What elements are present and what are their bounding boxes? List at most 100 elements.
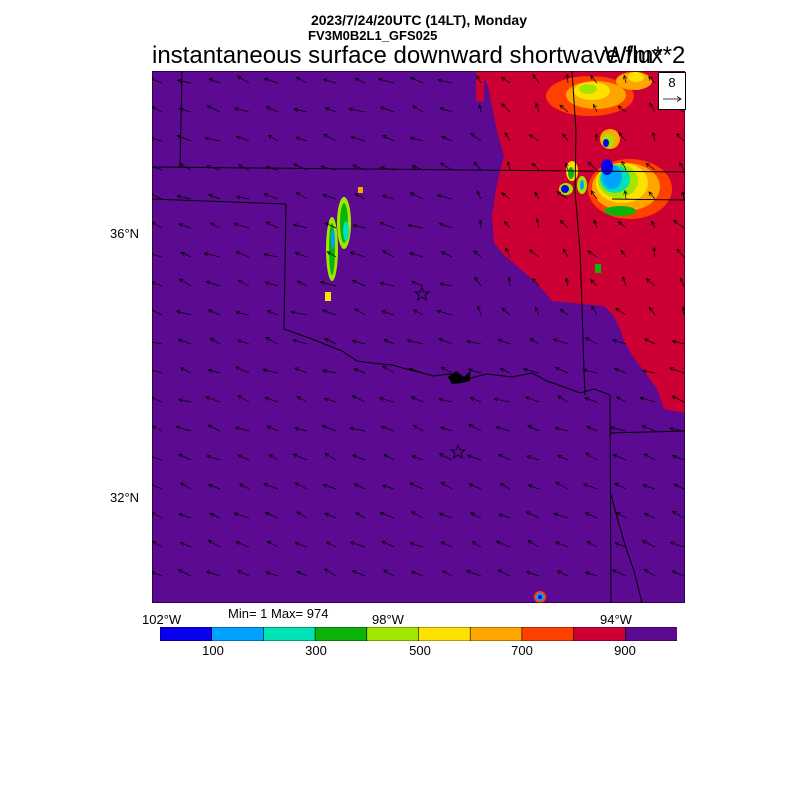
wind-arrow-head bbox=[621, 160, 626, 166]
wind-arrow bbox=[295, 192, 308, 200]
wind-arrow-head bbox=[409, 482, 414, 487]
wind-arrow bbox=[586, 426, 598, 432]
reference-vector-box: 8 bbox=[658, 72, 686, 110]
wind-arrow bbox=[476, 190, 482, 200]
wind-arrow-head bbox=[204, 136, 209, 141]
wind-arrow bbox=[237, 454, 250, 461]
wind-arrow-head bbox=[671, 510, 677, 515]
wind-arrow-head bbox=[476, 75, 481, 80]
wind-arrow-head bbox=[436, 194, 442, 199]
wind-arrow-head bbox=[354, 193, 360, 198]
wind-arrow-head bbox=[564, 277, 569, 283]
wind-arrow bbox=[642, 540, 656, 548]
wind-arrow bbox=[557, 395, 569, 403]
wind-arrow bbox=[292, 339, 308, 345]
wind-arrow bbox=[267, 310, 279, 316]
wind-arrow-head bbox=[296, 280, 302, 285]
wind-arrow bbox=[473, 250, 482, 258]
wind-arrow-head bbox=[410, 396, 416, 401]
wind-arrow-head bbox=[525, 570, 531, 575]
wind-arrow-head bbox=[532, 73, 537, 79]
wind-arrow bbox=[618, 132, 627, 142]
wind-arrow bbox=[263, 369, 279, 374]
wind-arrow bbox=[476, 75, 482, 84]
wind-arrow bbox=[382, 195, 395, 200]
wind-arrow-head bbox=[564, 162, 569, 168]
wind-arrow bbox=[534, 192, 540, 200]
wind-arrow-head bbox=[264, 511, 270, 516]
wind-arrow-head bbox=[266, 540, 272, 545]
star-oklahoma-city bbox=[413, 285, 431, 301]
wind-arrow bbox=[648, 191, 656, 200]
wind-arrow-head bbox=[645, 278, 651, 283]
wind-arrow bbox=[152, 425, 163, 432]
wind-arrow bbox=[441, 482, 453, 490]
wind-arrow bbox=[535, 307, 540, 316]
wind-arrow-head bbox=[292, 223, 298, 228]
colorbar-swatch bbox=[521, 627, 575, 641]
wind-arrow-head bbox=[382, 135, 387, 139]
wind-arrow bbox=[209, 78, 221, 84]
wind-arrow-head bbox=[209, 512, 215, 517]
wind-arrow-head bbox=[466, 454, 472, 459]
wind-arrow bbox=[527, 425, 540, 432]
wind-arrow bbox=[495, 426, 511, 432]
reference-vector-value: 8 bbox=[668, 75, 676, 90]
wind-arrow-head bbox=[236, 75, 242, 80]
wind-arrow bbox=[498, 454, 511, 461]
wind-arrow bbox=[293, 224, 308, 229]
wind-arrow-head bbox=[552, 338, 558, 343]
wind-arrow-head bbox=[383, 454, 389, 459]
wind-arrow-head bbox=[554, 366, 560, 371]
wind-arrow bbox=[178, 453, 192, 461]
wind-arrow-head bbox=[652, 246, 657, 252]
wind-arrow-head bbox=[468, 483, 474, 488]
wind-arrow bbox=[206, 455, 221, 461]
wind-arrow-head bbox=[584, 512, 590, 517]
wind-arrow bbox=[672, 340, 685, 345]
colorbar-swatch bbox=[211, 627, 265, 641]
wind-arrow-head bbox=[617, 220, 623, 226]
wind-arrow bbox=[234, 512, 250, 519]
wind-arrow bbox=[528, 484, 540, 490]
wind-arrow bbox=[498, 569, 511, 577]
wind-arrow bbox=[382, 365, 395, 374]
wind-arrow-head bbox=[209, 337, 215, 342]
wind-arrow-head bbox=[641, 540, 647, 545]
wind-arrow bbox=[585, 452, 598, 461]
wind-arrow-head bbox=[585, 452, 590, 457]
wind-arrow-head bbox=[648, 306, 654, 312]
wind-arrow-head bbox=[643, 568, 649, 573]
wind-arrow bbox=[323, 134, 337, 142]
wind-arrow bbox=[587, 250, 598, 258]
wind-arrow-head bbox=[590, 190, 595, 195]
wind-arrow bbox=[352, 570, 366, 577]
wind-arrow bbox=[269, 454, 279, 461]
wind-arrow-head bbox=[439, 107, 445, 112]
wind-arrow-head bbox=[616, 511, 621, 516]
wind-arrow bbox=[644, 338, 656, 345]
wind-arrow bbox=[642, 370, 656, 374]
wind-arrow bbox=[266, 106, 279, 113]
wind-arrow bbox=[208, 309, 221, 316]
wind-arrow-head bbox=[265, 337, 270, 341]
wind-arrow-head bbox=[478, 219, 483, 225]
wind-arrow-head bbox=[590, 75, 595, 80]
wind-arrow-head bbox=[411, 165, 417, 170]
wind-arrow-head bbox=[408, 367, 414, 372]
wind-arrow-head bbox=[506, 161, 511, 166]
wind-arrow bbox=[644, 453, 656, 461]
wind-arrow-head bbox=[501, 192, 506, 197]
wind-arrow-head bbox=[410, 280, 416, 285]
wind-arrow-head bbox=[673, 220, 678, 225]
wind-arrow bbox=[614, 483, 627, 490]
wind-arrow-head bbox=[590, 279, 595, 284]
wind-arrow bbox=[350, 136, 366, 142]
wind-arrow-head bbox=[379, 106, 385, 111]
wind-arrow-head bbox=[152, 77, 154, 82]
wind-arrow-head bbox=[614, 542, 620, 547]
wind-arrow bbox=[437, 194, 453, 200]
wind-arrow-head bbox=[591, 305, 596, 311]
wind-arrow bbox=[409, 368, 424, 374]
wind-arrow bbox=[175, 426, 192, 432]
